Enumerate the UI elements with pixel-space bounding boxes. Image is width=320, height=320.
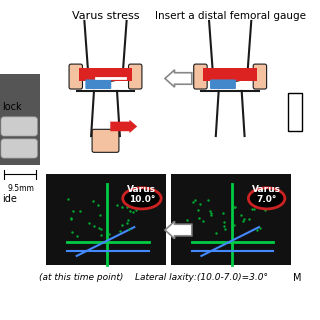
FancyArrow shape: [165, 70, 192, 87]
Ellipse shape: [123, 188, 161, 209]
FancyBboxPatch shape: [46, 174, 166, 266]
FancyArrow shape: [165, 221, 192, 239]
FancyBboxPatch shape: [85, 79, 111, 89]
FancyBboxPatch shape: [0, 74, 40, 165]
FancyBboxPatch shape: [171, 174, 291, 266]
Text: Varus
10.0°: Varus 10.0°: [127, 185, 156, 204]
FancyBboxPatch shape: [79, 68, 132, 81]
FancyBboxPatch shape: [210, 79, 236, 89]
FancyBboxPatch shape: [253, 64, 267, 89]
FancyBboxPatch shape: [69, 64, 83, 89]
Text: Varus
7.0°: Varus 7.0°: [252, 185, 281, 204]
Text: ide: ide: [2, 194, 17, 204]
FancyBboxPatch shape: [92, 129, 119, 152]
FancyBboxPatch shape: [203, 68, 257, 81]
FancyBboxPatch shape: [1, 117, 37, 136]
Text: (at this time point): (at this time point): [39, 273, 124, 282]
Text: Lateral laxity:(10.0-7.0)=3.0°: Lateral laxity:(10.0-7.0)=3.0°: [135, 273, 268, 282]
Text: 9.5mm: 9.5mm: [8, 184, 35, 193]
FancyBboxPatch shape: [129, 64, 142, 89]
FancyBboxPatch shape: [288, 93, 302, 131]
Text: lock: lock: [2, 102, 21, 112]
Text: Varus stress: Varus stress: [72, 11, 139, 21]
FancyBboxPatch shape: [1, 139, 37, 158]
Text: Insert a distal femoral gauge: Insert a distal femoral gauge: [155, 11, 306, 21]
Ellipse shape: [248, 188, 285, 209]
Text: M: M: [292, 273, 301, 283]
FancyBboxPatch shape: [194, 64, 207, 89]
FancyArrow shape: [110, 120, 137, 133]
